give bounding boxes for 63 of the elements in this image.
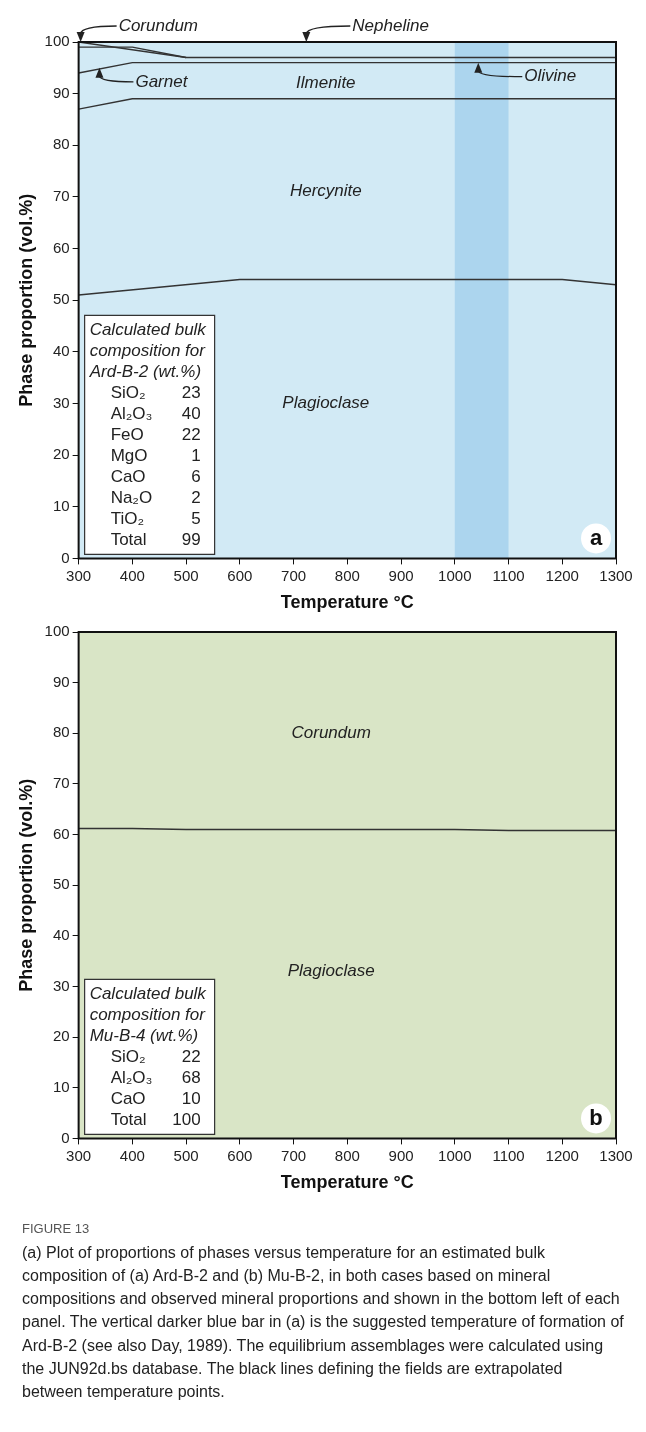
x-axis-title: Temperature °C — [280, 1172, 414, 1193]
caption: FIGURE 13 — [21, 1220, 91, 1238]
x-tick-label: 1200 — [545, 566, 579, 584]
x-tick-label: 1100 — [492, 1146, 525, 1164]
annotation: Corundum — [118, 15, 198, 35]
y-tick-label: 50 — [52, 290, 70, 308]
x-axis-title: Temperature °C — [280, 592, 414, 613]
x-tick-label: 300 — [66, 1146, 92, 1164]
y-tick-label: 70 — [52, 774, 70, 792]
y-axis-title: Phase proportion (vol.%) — [15, 193, 36, 407]
x-tick-label: 700 — [281, 566, 307, 584]
x-tick-label: 1000 — [438, 566, 472, 584]
y-tick-label: 10 — [52, 1077, 70, 1095]
y-tick-label: 0 — [61, 548, 70, 566]
annotation: a — [589, 525, 603, 551]
x-tick-label: 400 — [119, 1146, 145, 1164]
annotation: Olivine — [524, 66, 577, 86]
x-tick-label: 400 — [119, 566, 145, 584]
x-tick-label: 900 — [388, 566, 414, 584]
y-tick-label: 90 — [52, 83, 70, 101]
y-tick-label: 70 — [52, 187, 70, 205]
x-tick-label: 1200 — [545, 1146, 579, 1164]
x-tick-label: 800 — [334, 566, 360, 584]
annotation: Garnet — [135, 71, 189, 91]
y-tick-label: 100 — [44, 32, 70, 50]
y-tick-label: 60 — [52, 238, 70, 256]
text: Calculated bulk composition for Mu-B-4 (wt.%) SiO₂ 22 Al₂O₃ 68 CaO 10 Total 100 — [89, 983, 206, 1129]
y-tick-label: 20 — [52, 445, 70, 463]
x-tick-label: 1300 — [599, 566, 633, 584]
annotation: Ilmenite — [296, 73, 356, 93]
y-tick-label: 40 — [52, 925, 70, 943]
x-tick-label: 600 — [227, 566, 253, 584]
x-tick-label: 500 — [173, 1146, 199, 1164]
annotation: Plagioclase — [282, 393, 370, 413]
annotation: Nepheline — [352, 15, 429, 35]
y-tick-label: 0 — [61, 1128, 70, 1146]
y-tick-label: 50 — [52, 875, 70, 893]
annotation: Hercynite — [289, 181, 362, 201]
y-tick-label: 100 — [44, 622, 70, 640]
y-tick-label: 80 — [52, 723, 70, 741]
y-axis-title: Phase proportion (vol.%) — [15, 778, 36, 992]
annotation: Plagioclase — [287, 961, 375, 981]
x-tick-label: 600 — [227, 1146, 253, 1164]
y-tick-label: 90 — [52, 672, 70, 690]
x-tick-label: 300 — [66, 566, 92, 584]
text: Calculated bulk composition for Ard-B-2 (wt.%) SiO₂ 23 Al₂O₃ 40 FeO 22 MgO 1 CaO 6 Na₂O 2 TiO₂ 5 Total 99 — [89, 319, 206, 549]
x-tick-label: 500 — [173, 566, 199, 584]
x-tick-label: 800 — [334, 1146, 360, 1164]
y-tick-label: 80 — [52, 135, 70, 153]
x-tick-label: 900 — [388, 1146, 414, 1164]
x-tick-label: 700 — [281, 1146, 307, 1164]
x-tick-label: 1300 — [599, 1146, 633, 1164]
x-tick-label: 1000 — [438, 1146, 472, 1164]
x-tick-label: 1100 — [492, 566, 525, 584]
y-tick-label: 10 — [52, 496, 70, 514]
y-tick-label: 30 — [52, 976, 70, 994]
text: (a) Plot of proportions of phases versus temperature for an estimated bulk composition of (a) Ard-B-2 and (b) Mu-B-2, in both cases based on mineral compositions and observed mineral proportions and shown in the bottom left of each panel. The vertical darker blue bar in (a) is the suggested temperature of formation of Ard-B-2 (see also Day, 1989). The equilibrium assemblages were calculated using the JUN92d.bs database. The black lines defining the fields are extrapolated between temperature points. — [21, 1242, 625, 1402]
y-tick-label: 60 — [52, 824, 70, 842]
annotation: Corundum — [291, 723, 371, 743]
y-tick-label: 30 — [52, 393, 70, 411]
y-tick-label: 20 — [52, 1027, 70, 1045]
annotation: b — [589, 1105, 603, 1131]
y-tick-label: 40 — [52, 341, 70, 359]
